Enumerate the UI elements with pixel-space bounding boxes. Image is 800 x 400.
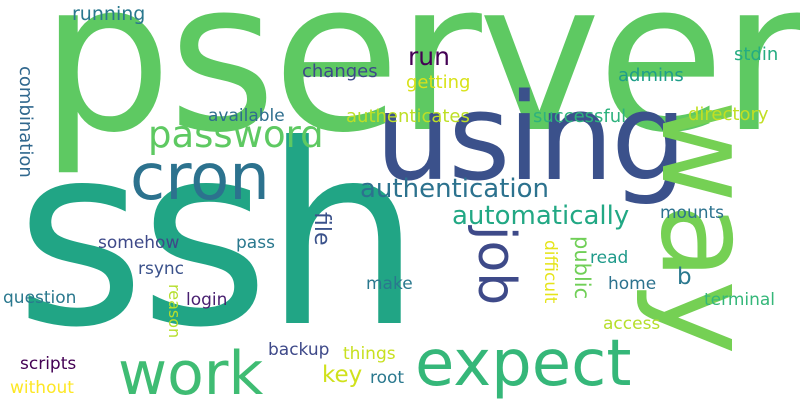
word-way: way: [633, 100, 780, 355]
word-password: password: [148, 113, 324, 156]
word-terminal: terminal: [704, 290, 776, 310]
word-authenticates: authenticates: [346, 106, 470, 127]
word-somehow: somehow: [98, 233, 180, 253]
word-authentication: authentication: [360, 174, 550, 204]
word-available: available: [208, 106, 285, 126]
word-changes: changes: [302, 61, 378, 82]
word-pserver: pserver: [40, 0, 800, 179]
word-expect: expect: [415, 327, 632, 400]
word-pass: pass: [236, 233, 275, 253]
word-stdin: stdin: [734, 44, 779, 65]
word-automatically: automatically: [452, 201, 630, 231]
word-directory: directory: [688, 104, 769, 125]
word-admins: admins: [618, 65, 684, 86]
word-question: question: [3, 288, 77, 308]
word-successful: successful: [533, 106, 627, 127]
word-public: public: [570, 236, 594, 300]
word-file: file: [309, 212, 334, 246]
word-getting: getting: [406, 72, 471, 93]
word-without: without: [10, 378, 74, 398]
word-rsync: rsync: [138, 259, 185, 279]
word-read: read: [590, 248, 629, 268]
word-running: running: [72, 3, 146, 25]
word-key: key: [322, 362, 363, 388]
word-home: home: [608, 274, 657, 294]
word-login: login: [186, 290, 228, 310]
word-using: using: [375, 69, 687, 208]
word-access: access: [603, 314, 661, 334]
word-b: b: [677, 264, 692, 290]
word-backup: backup: [268, 340, 330, 360]
word-job: job: [466, 226, 526, 306]
word-root: root: [370, 368, 405, 388]
word-reason: reason: [165, 284, 184, 339]
word-run: run: [408, 42, 450, 71]
word-work: work: [118, 339, 264, 400]
word-combination: combination: [15, 66, 36, 178]
word-cron: cron: [130, 141, 270, 215]
word-things: things: [343, 344, 396, 364]
word-ssh: ssh: [15, 91, 422, 382]
word-scripts: scripts: [20, 354, 77, 374]
word-mounts: mounts: [660, 203, 725, 223]
word-difficult: difficult: [540, 240, 560, 304]
word-make: make: [366, 274, 413, 294]
